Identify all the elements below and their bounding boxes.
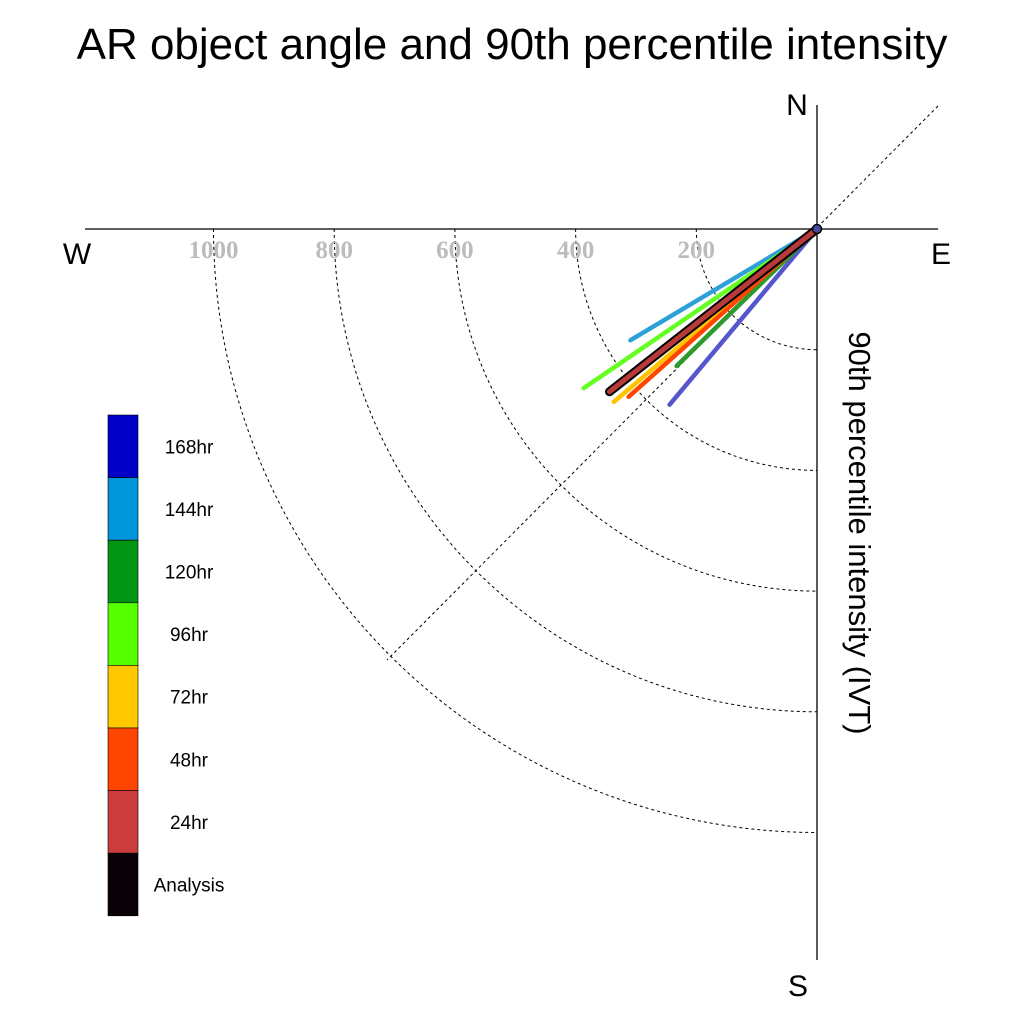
legend-label: 120hr: [165, 563, 214, 584]
vector-168hr: [667, 226, 820, 407]
legend-swatch-48hr: [107, 727, 139, 791]
ring-label-600: 600: [436, 237, 474, 264]
origin-marker: [811, 223, 823, 235]
legend: 168hr 144hr 120hr 96hr 72hr 48hr 24hr Analysis: [107, 414, 225, 917]
axes: [85, 105, 939, 960]
diagonal-guide: [386, 105, 939, 661]
compass-east: E: [931, 238, 951, 271]
y-axis-label: 90th percentile intensity (IVT): [842, 331, 877, 734]
legend-label: 48hr: [170, 750, 209, 771]
ring-400: [575, 228, 818, 471]
ring-200: [695, 228, 818, 351]
intensity-vectors: [581, 223, 823, 407]
ring-1000: [213, 228, 818, 833]
ring-label-1000: 1000: [189, 237, 239, 264]
legend-swatch-96hr: [107, 602, 139, 666]
vector-analysis: [606, 226, 820, 395]
legend-label: 96hr: [170, 625, 209, 646]
ring-label-200: 200: [678, 237, 716, 264]
compass-west: W: [63, 238, 92, 271]
legend-label: Analysis: [154, 876, 225, 897]
compass-south: S: [788, 970, 808, 1003]
legend-label: 168hr: [165, 437, 214, 458]
legend-swatch-72hr: [107, 665, 139, 729]
legend-swatch-120hr: [107, 539, 139, 604]
legend-label: 24hr: [170, 813, 209, 834]
legend-swatch-24hr: [107, 790, 139, 854]
legend-label: 144hr: [165, 500, 214, 521]
radial-tick-labels: 200 400 600 800 1000: [189, 237, 716, 264]
chart-title: AR object angle and 90th percentile inte…: [77, 20, 948, 69]
legend-swatch-144hr: [107, 477, 139, 541]
legend-label: 72hr: [170, 688, 209, 709]
legend-swatch-168hr: [107, 414, 139, 478]
ring-label-400: 400: [557, 237, 595, 264]
compass-north: N: [786, 89, 808, 122]
legend-swatch-Analysis: [107, 852, 139, 917]
ring-label-800: 800: [315, 237, 353, 264]
